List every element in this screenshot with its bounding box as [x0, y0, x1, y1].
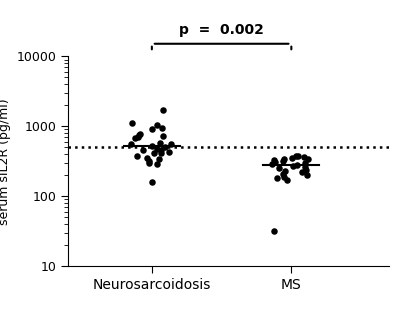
- Point: [281, 174, 287, 179]
- Point: [289, 156, 296, 161]
- Point: [279, 171, 286, 176]
- Point: [168, 141, 174, 146]
- Point: [275, 166, 282, 171]
- Point: [271, 157, 277, 162]
- Point: [271, 228, 277, 233]
- Point: [135, 135, 141, 140]
- Point: [294, 162, 300, 167]
- Point: [292, 154, 299, 159]
- Point: [137, 131, 144, 136]
- Point: [154, 122, 161, 127]
- Point: [274, 176, 281, 181]
- Point: [134, 154, 140, 159]
- Point: [128, 142, 134, 147]
- Y-axis label: serum sIL2R (pg/ml): serum sIL2R (pg/ml): [0, 98, 11, 224]
- Point: [154, 161, 160, 166]
- Point: [149, 127, 155, 132]
- Point: [272, 159, 278, 164]
- Point: [149, 179, 156, 184]
- Point: [146, 158, 153, 163]
- Point: [302, 165, 308, 170]
- Point: [160, 108, 166, 113]
- Point: [159, 125, 166, 130]
- Point: [166, 149, 172, 154]
- Point: [140, 148, 146, 153]
- Point: [158, 150, 164, 155]
- Text: p  =  0.002: p = 0.002: [179, 23, 264, 38]
- Point: [153, 146, 160, 151]
- Point: [143, 156, 150, 161]
- Point: [129, 121, 135, 126]
- Point: [302, 160, 308, 165]
- Point: [294, 153, 301, 158]
- Point: [160, 134, 166, 139]
- Point: [269, 161, 275, 166]
- Point: [284, 177, 290, 182]
- Point: [303, 167, 310, 172]
- Point: [149, 143, 156, 148]
- Point: [282, 168, 288, 173]
- Point: [290, 163, 296, 168]
- Point: [304, 172, 311, 177]
- Point: [158, 147, 164, 152]
- Point: [305, 156, 312, 162]
- Point: [132, 136, 138, 141]
- Point: [136, 132, 142, 137]
- Point: [156, 156, 162, 162]
- Point: [299, 170, 305, 175]
- Point: [162, 144, 168, 149]
- Point: [281, 156, 287, 162]
- Point: [146, 160, 152, 165]
- Point: [156, 140, 163, 145]
- Point: [280, 158, 286, 163]
- Point: [150, 151, 157, 156]
- Point: [301, 155, 307, 160]
